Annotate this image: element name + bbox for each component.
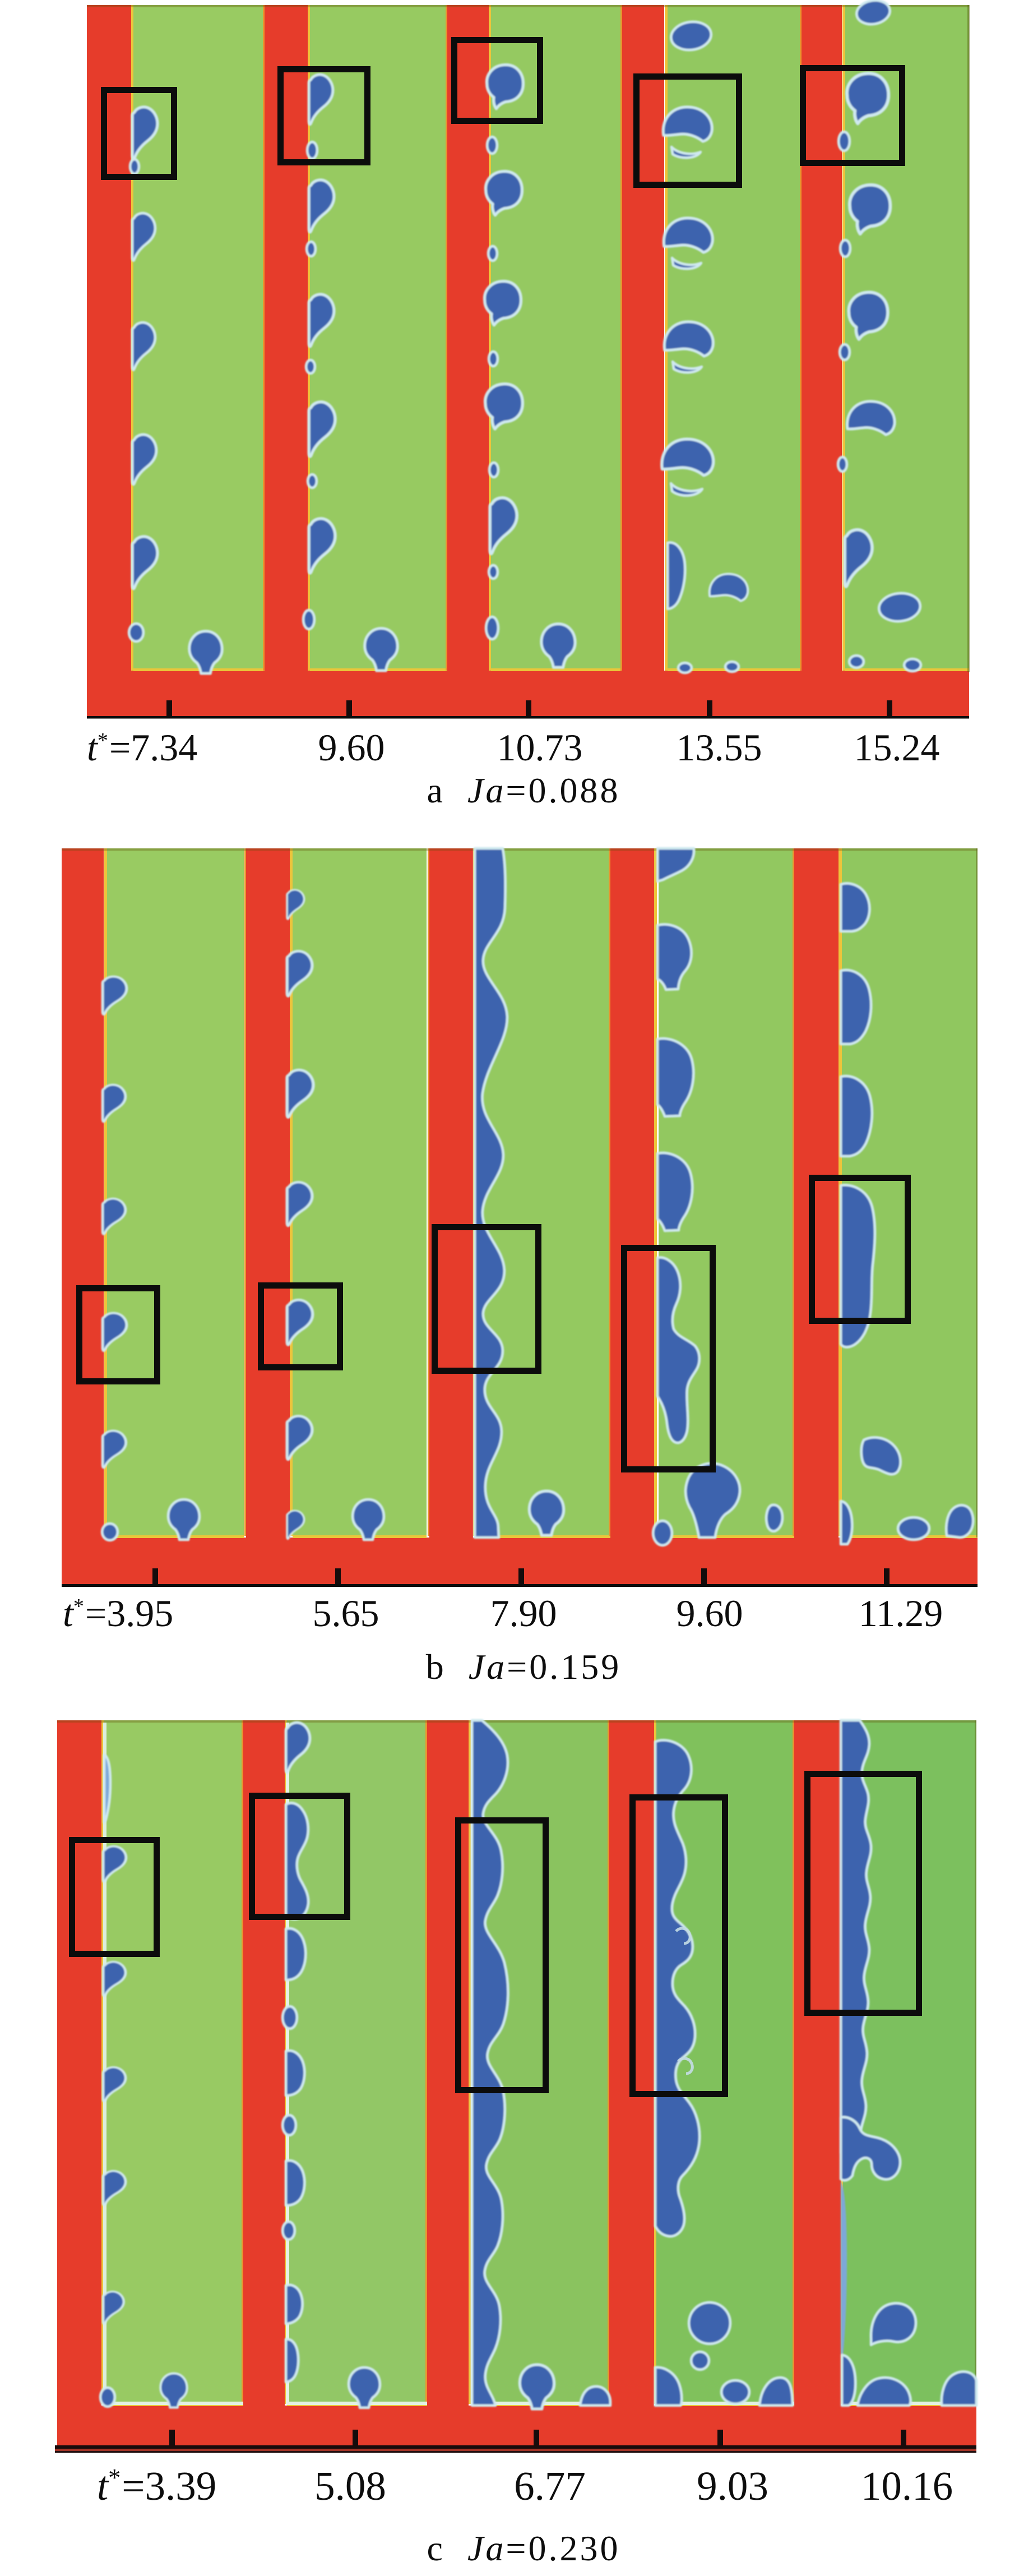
svg-text:t*=7.34: t*=7.34 [87,726,197,769]
svg-text:t*=3.95: t*=3.95 [63,1592,173,1635]
svg-text:9.60: 9.60 [677,1592,743,1635]
svg-text:9.03: 9.03 [697,2463,768,2509]
svg-text:15.24: 15.24 [854,726,940,769]
svg-text:c Ja=0.230: c Ja=0.230 [427,2528,620,2568]
svg-text:5.65: 5.65 [313,1592,379,1635]
svg-text:6.77: 6.77 [514,2463,586,2509]
svg-text:10.16: 10.16 [861,2463,953,2509]
svg-text:13.55: 13.55 [677,726,762,769]
svg-text:t*=3.39: t*=3.39 [97,2463,216,2509]
svg-text:10.73: 10.73 [497,726,583,769]
svg-text:7.90: 7.90 [490,1592,557,1635]
svg-text:9.60: 9.60 [318,726,385,769]
svg-text:a Ja=0.088: a Ja=0.088 [427,770,620,810]
svg-text:b Ja=0.159: b Ja=0.159 [426,1647,622,1687]
svg-text:11.29: 11.29 [859,1592,943,1635]
svg-text:5.08: 5.08 [314,2463,386,2509]
